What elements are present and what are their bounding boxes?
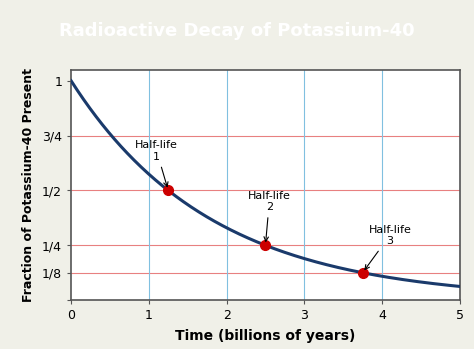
Y-axis label: Fraction of Potassium-40 Present: Fraction of Potassium-40 Present — [22, 68, 35, 302]
Text: Half-life
1: Half-life 1 — [135, 140, 178, 187]
Text: Half-life
2: Half-life 2 — [248, 191, 291, 241]
X-axis label: Time (billions of years): Time (billions of years) — [175, 329, 356, 343]
Text: Radioactive Decay of Potassium-40: Radioactive Decay of Potassium-40 — [59, 22, 415, 40]
Text: Half-life
3: Half-life 3 — [365, 225, 411, 269]
